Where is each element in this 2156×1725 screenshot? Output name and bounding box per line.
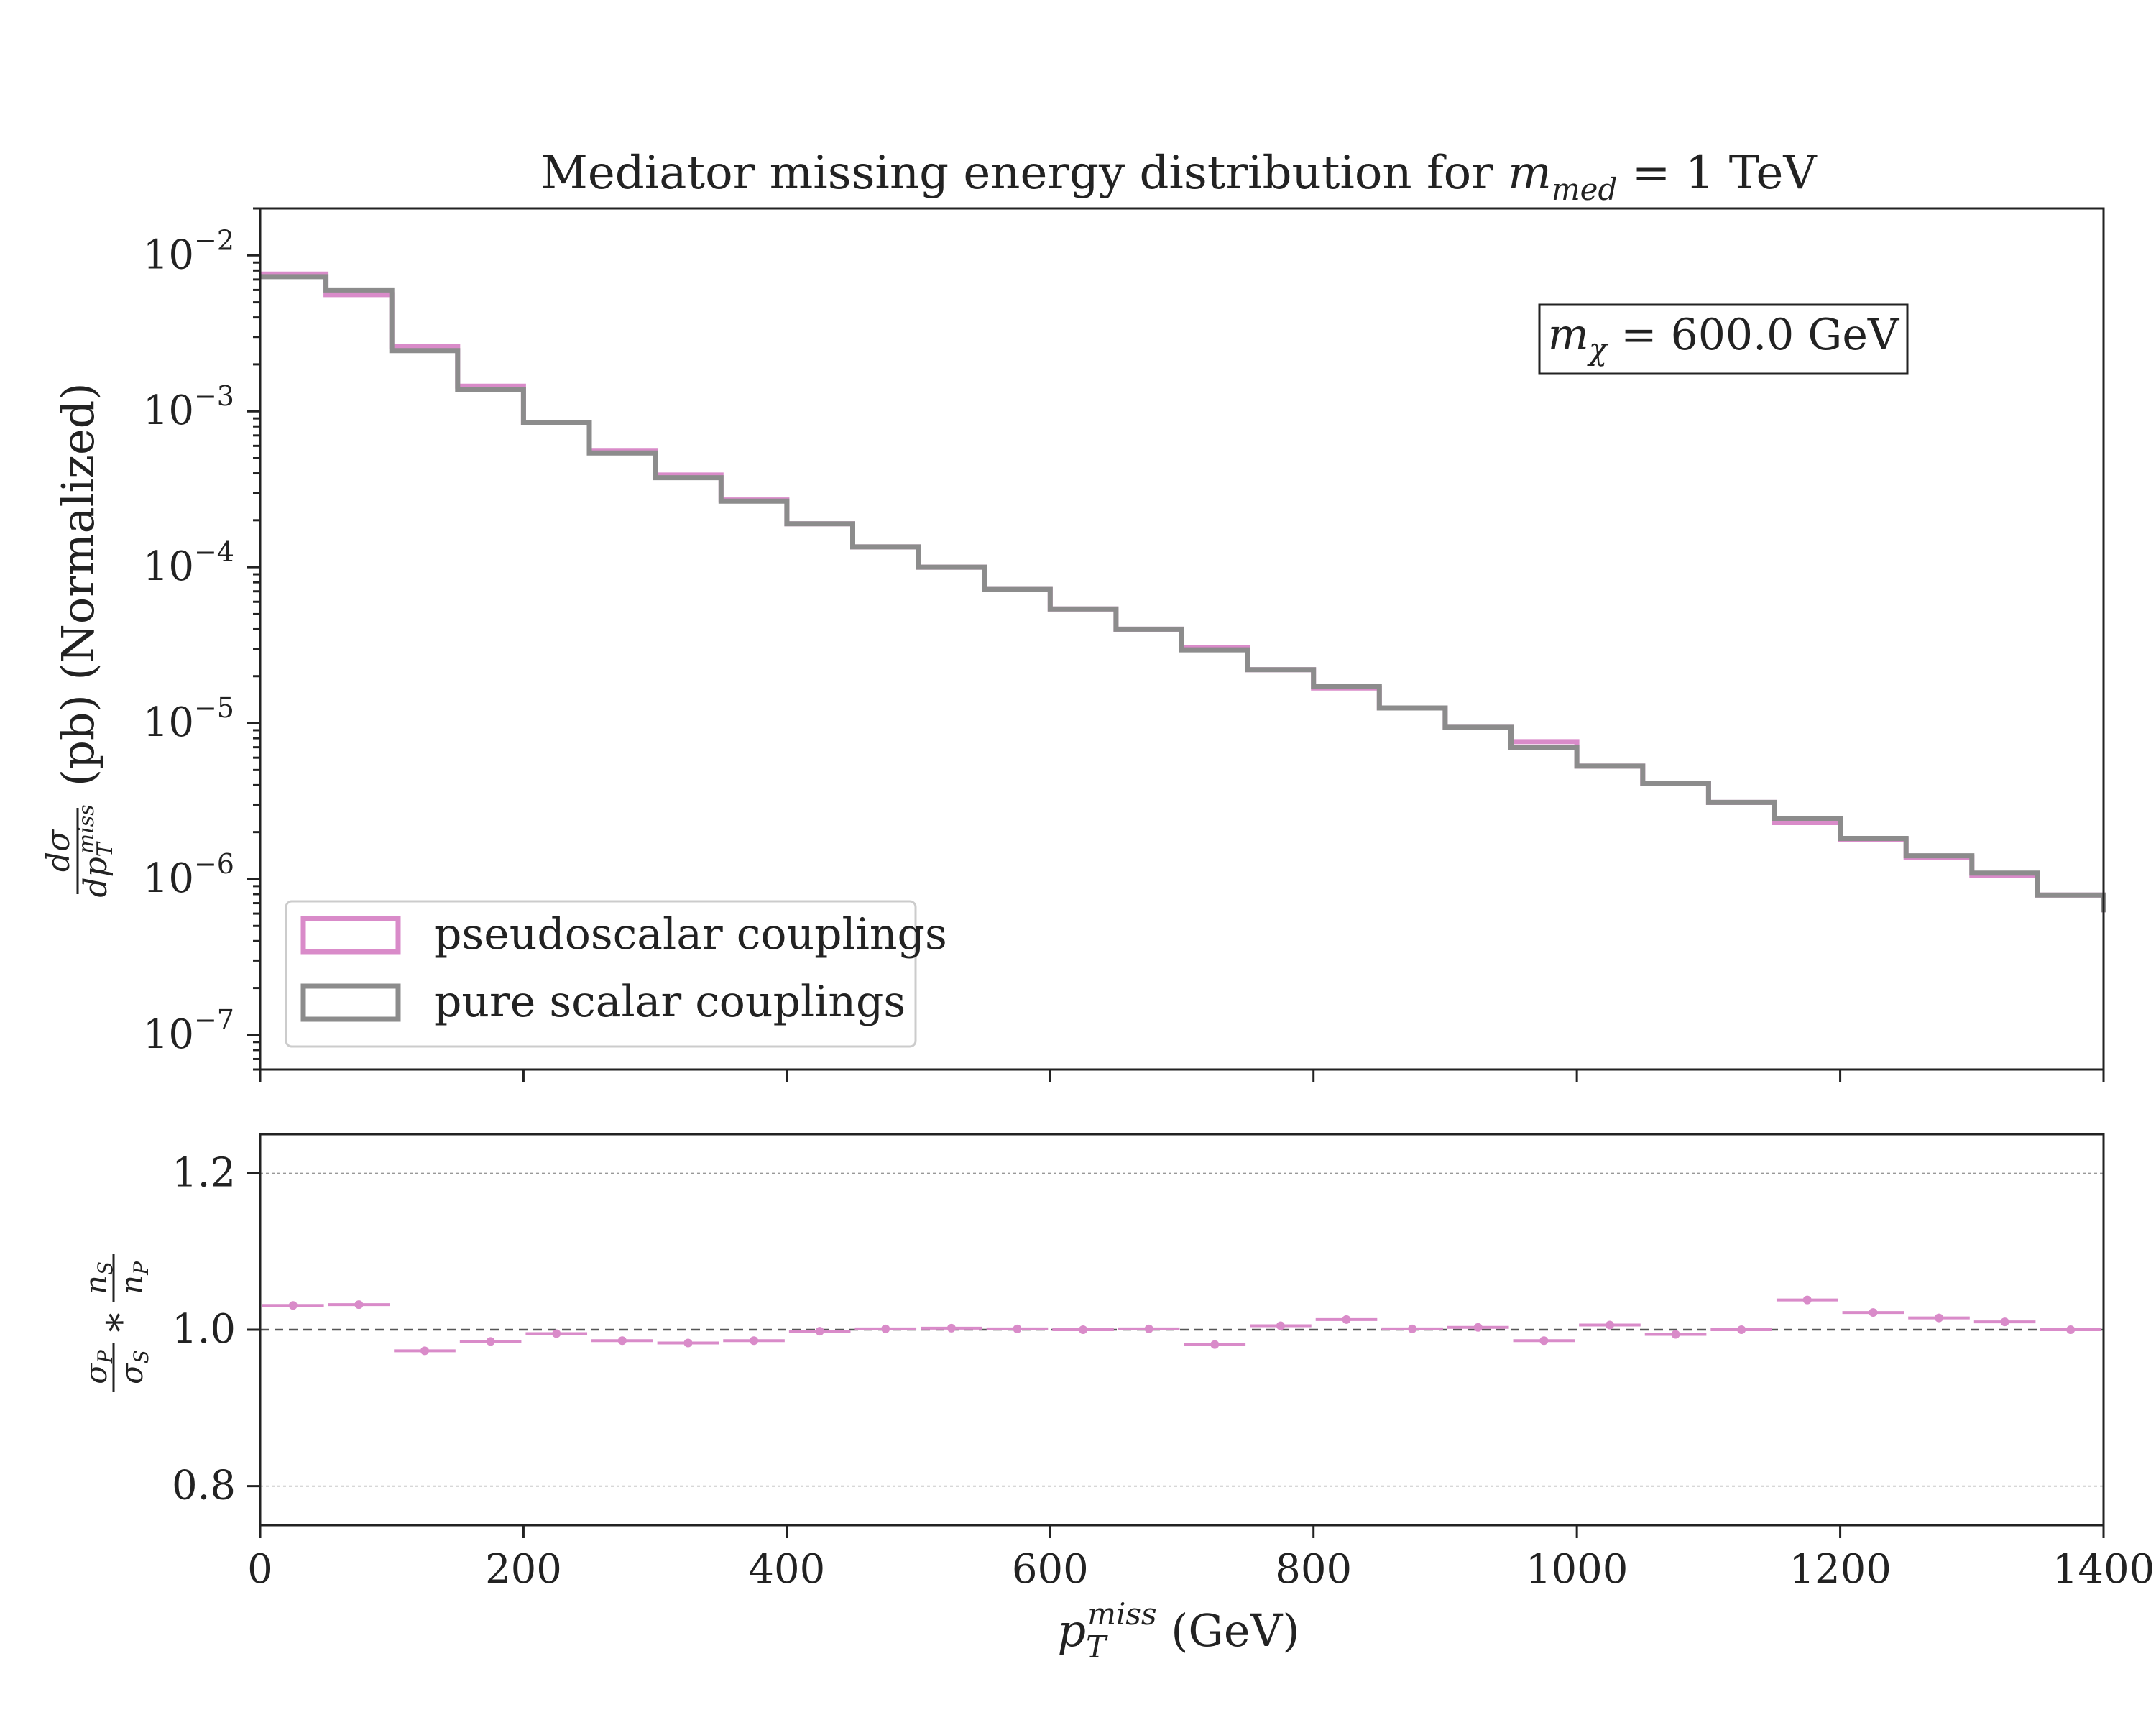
ratio-point [683, 1338, 693, 1348]
ratio-point [1408, 1324, 1417, 1333]
ratio-ylabel-sigma-num: σP [78, 1349, 117, 1384]
top-y-axis-title: dσ dpTmiss (pb) (Normalized) [40, 382, 118, 897]
ratio-point [1342, 1315, 1351, 1324]
ratio-point [486, 1337, 495, 1346]
ratio-point [1934, 1313, 1943, 1322]
legend: pseudoscalar couplings pure scalar coupl… [285, 900, 947, 1048]
ratio-point [1737, 1325, 1746, 1334]
x-tick-label: 1400 [2053, 1546, 2155, 1593]
ratio-gridlines [260, 1172, 2104, 1487]
x-tick-label: 1200 [1789, 1546, 1892, 1593]
ratio-point [1605, 1320, 1614, 1330]
x-axis-ticks: 0 200 400 600 800 1000 1200 1400 [247, 1525, 2155, 1593]
ratio-point [1144, 1324, 1153, 1333]
legend-frame [285, 900, 917, 1048]
ratio-point [750, 1336, 759, 1346]
mass-annotation: mχ = 600.0 GeV [1538, 303, 1909, 375]
ratio-point [420, 1346, 430, 1356]
y-tick-label: 10−7 [143, 1004, 234, 1058]
ylabel-unit: (pb) (Normalized) [52, 382, 104, 786]
x-tick-label: 200 [485, 1546, 562, 1593]
ratio-y-axis-ticks: 0.8 1.0 1.2 [172, 1149, 260, 1509]
x-tick-label: 800 [1275, 1546, 1352, 1593]
ratio-point [1276, 1321, 1285, 1330]
ratio-point [354, 1300, 364, 1310]
ratio-ylabel-n-num: nS [78, 1261, 117, 1294]
ratio-point [1473, 1322, 1483, 1332]
ratio-point [1671, 1330, 1680, 1339]
ratio-point [288, 1301, 298, 1310]
ratio-y-tick-label: 1.2 [172, 1149, 236, 1196]
ratio-y-axis-title: σP σS ∗ nS nP [78, 1254, 153, 1392]
y-tick-label: 10−4 [143, 536, 234, 590]
ratio-ylabel-sigma-den: σS [114, 1350, 153, 1384]
legend-swatch-scalar [300, 983, 401, 1022]
x-tick-label: 600 [1012, 1546, 1089, 1593]
ratio-y-tick-label: 0.8 [172, 1463, 236, 1509]
ratio-point [1869, 1308, 1878, 1317]
annotation-box [1538, 303, 1909, 375]
x-tick-label: 1000 [1526, 1546, 1628, 1593]
y-tick-label: 10−5 [143, 692, 234, 746]
ratio-panel: 0.8 1.0 1.2 0 200 400 600 800 1000 1200 1400 σP σ… [78, 1133, 2155, 1665]
annotation-text: mχ = 600.0 GeV [1548, 310, 1900, 367]
chart-title: Mediator missing energy distribution for… [540, 147, 1818, 207]
ylabel-fraction-denominator: dpTmiss [74, 804, 118, 897]
x-tick-label: 0 [247, 1546, 273, 1593]
ratio-point [2066, 1325, 2076, 1334]
x-tick-label: 400 [748, 1546, 825, 1593]
ratio-ylabel-n-den: nP [114, 1261, 153, 1294]
ratio-point [815, 1327, 824, 1336]
ratio-point [1079, 1325, 1088, 1334]
y-axis-ticks: 10−2 10−3 10−4 10−5 10−6 10−7 [143, 207, 260, 1071]
legend-label-scalar: pure scalar couplings [434, 977, 906, 1027]
ratio-point [1539, 1336, 1549, 1346]
ratio-point [552, 1329, 561, 1338]
histogram-line-scalar [260, 274, 2106, 913]
ratio-point [617, 1336, 627, 1346]
ratio-ylabel-times: ∗ [91, 1310, 136, 1336]
ylabel-fraction-numerator: dσ [40, 829, 77, 872]
x-axis-ticks-top-panel [259, 1070, 2105, 1082]
legend-label-pseudoscalar: pseudoscalar couplings [434, 909, 947, 960]
y-tick-label: 10−6 [143, 848, 234, 902]
ratio-point [2000, 1317, 2009, 1327]
ratio-points-group [262, 1295, 2101, 1356]
ratio-point [1802, 1295, 1812, 1305]
ratio-point [946, 1323, 956, 1333]
ratio-point [1013, 1324, 1022, 1333]
ratio-plot-frame [259, 1133, 2105, 1527]
y-tick-label: 10−2 [143, 224, 234, 278]
main-histogram-panel: 10−210−310−410−510−610−7 mχ = 600.0 GeV … [40, 207, 2106, 1082]
legend-swatch-pseudoscalar [300, 916, 401, 954]
ratio-point [1210, 1340, 1220, 1349]
x-axis-title: pTmiss (GeV) [1057, 1596, 1299, 1665]
ratio-y-tick-label: 1.0 [172, 1306, 236, 1353]
top-plot-frame [259, 207, 2105, 1071]
y-tick-label: 10−3 [143, 380, 234, 434]
histogram-series-group [260, 271, 2106, 913]
ratio-point [881, 1324, 890, 1333]
